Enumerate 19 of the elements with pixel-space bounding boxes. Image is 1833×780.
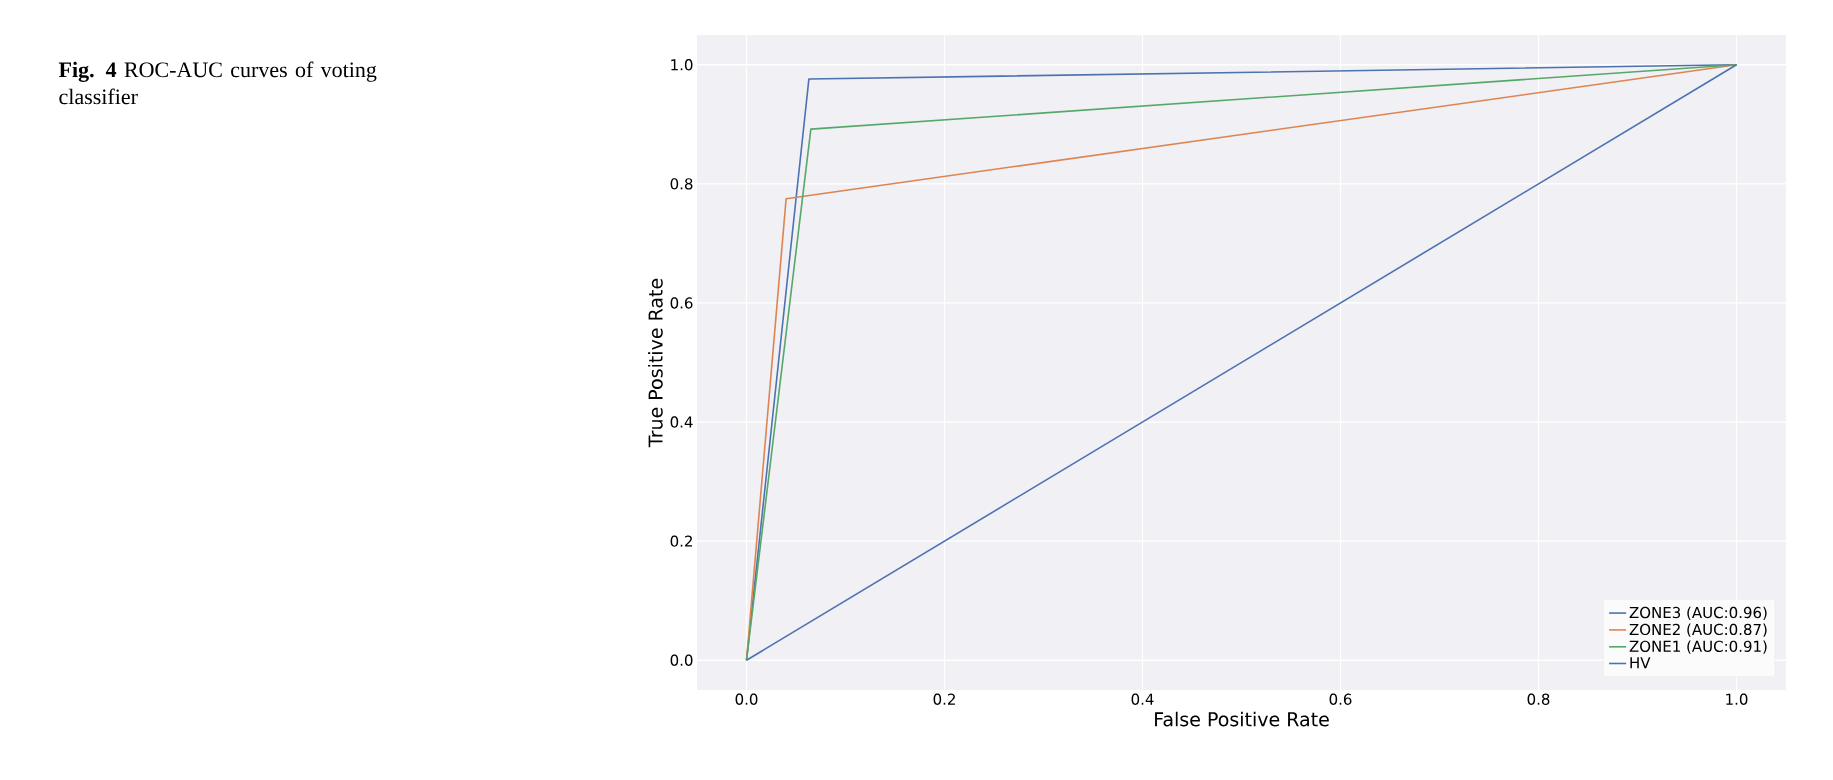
x-tick-label: 0.0 xyxy=(735,693,758,705)
y-tick-label: 1.0 xyxy=(671,59,693,71)
y-axis-title: True Positive Rate xyxy=(648,278,663,448)
y-tick-label: 0.8 xyxy=(670,178,693,190)
x-axis-title: False Positive Rate xyxy=(1155,711,1329,727)
y-tick-label: 0.6 xyxy=(670,297,693,309)
y-tick-label: 0.4 xyxy=(670,416,693,428)
text: Fig. 4 ROC-AUC curves of voting classifier xyxy=(58,61,377,105)
x-tick-label: 0.4 xyxy=(1131,693,1154,705)
y-tick-label: 0.0 xyxy=(670,654,693,666)
legend-label: ZONE3 (AUC:0.96) xyxy=(1629,606,1767,620)
y-tick-label: 0.2 xyxy=(670,535,692,547)
x-tick-label: 0.2 xyxy=(933,693,955,705)
x-tick-label: 0.6 xyxy=(1329,693,1352,705)
legend-label: ZONE1 (AUC:0.91) xyxy=(1629,640,1767,654)
x-tick-label: 0.8 xyxy=(1527,693,1550,705)
x-tick-label: 1.0 xyxy=(1726,693,1748,705)
legend-label: HV xyxy=(1630,657,1651,669)
legend-label: ZONE2 (AUC:0.87) xyxy=(1629,623,1767,637)
